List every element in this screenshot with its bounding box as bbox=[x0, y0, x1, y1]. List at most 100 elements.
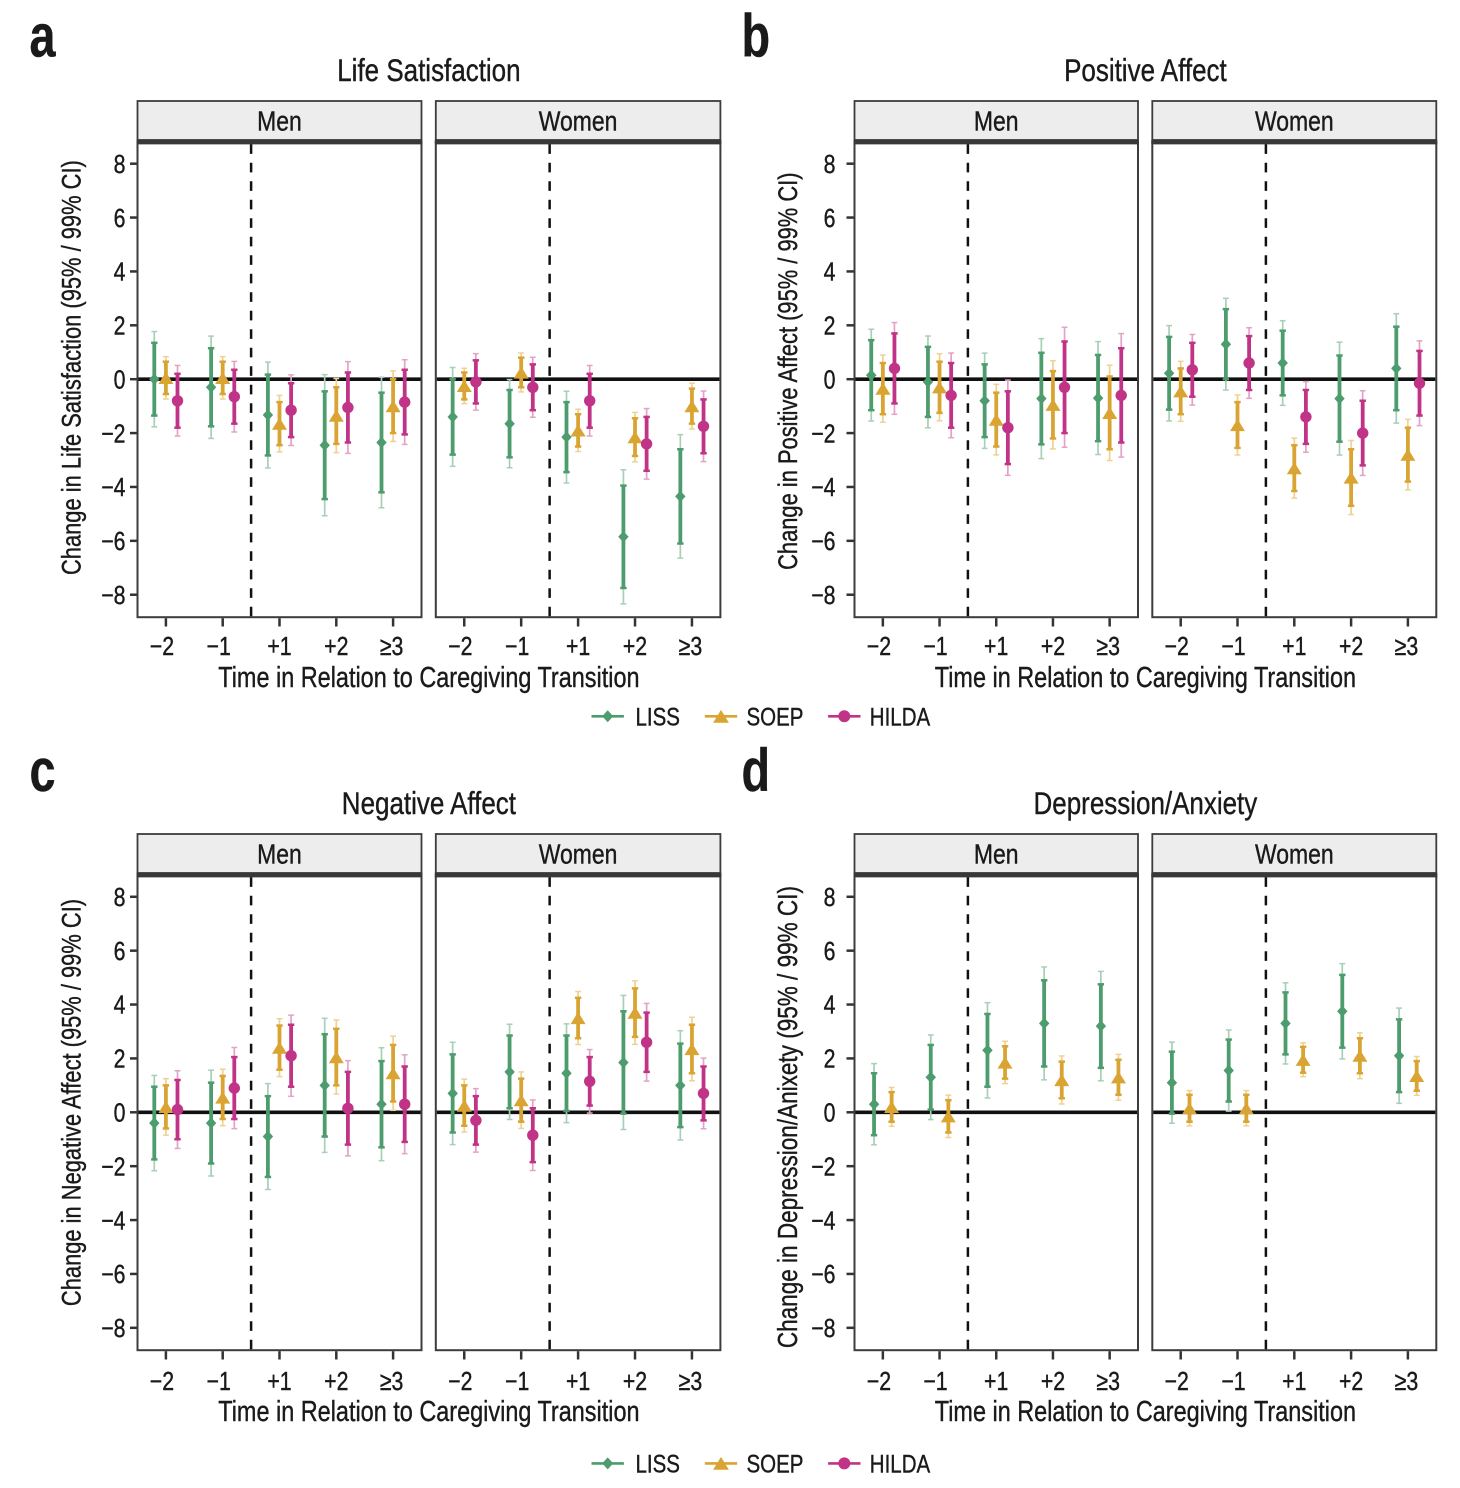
svg-text:2: 2 bbox=[114, 312, 126, 342]
svg-text:+1: +1 bbox=[1282, 632, 1306, 662]
svg-text:HILDA: HILDA bbox=[870, 702, 931, 730]
svg-text:+1: +1 bbox=[566, 632, 590, 662]
svg-text:4: 4 bbox=[114, 258, 126, 288]
svg-text:4: 4 bbox=[824, 258, 836, 288]
svg-text:Time in Relation to Caregiving: Time in Relation to Caregiving Transitio… bbox=[218, 1395, 639, 1428]
svg-text:−1: −1 bbox=[923, 1367, 947, 1397]
svg-text:Negative Affect: Negative Affect bbox=[342, 787, 516, 822]
svg-text:+1: +1 bbox=[984, 1367, 1008, 1397]
svg-text:+2: +2 bbox=[324, 632, 348, 662]
svg-text:+2: +2 bbox=[1041, 632, 1065, 662]
svg-text:≥3: ≥3 bbox=[1395, 632, 1419, 662]
svg-text:Time in Relation to Caregiving: Time in Relation to Caregiving Transitio… bbox=[218, 661, 639, 694]
svg-text:−4: −4 bbox=[811, 473, 835, 503]
svg-text:LISS: LISS bbox=[636, 1449, 680, 1477]
svg-text:4: 4 bbox=[114, 991, 126, 1021]
svg-text:+2: +2 bbox=[623, 1367, 647, 1397]
svg-text:−2: −2 bbox=[448, 632, 472, 662]
svg-text:+1: +1 bbox=[566, 1367, 590, 1397]
svg-text:Change in Negative Affect (95%: Change in Negative Affect (95% / 99% CI) bbox=[57, 899, 87, 1306]
svg-text:HILDA: HILDA bbox=[870, 1449, 931, 1477]
svg-text:2: 2 bbox=[824, 312, 836, 342]
svg-text:Men: Men bbox=[974, 839, 1019, 870]
svg-text:−2: −2 bbox=[101, 1152, 125, 1182]
svg-text:Women: Women bbox=[1255, 106, 1334, 137]
svg-text:−1: −1 bbox=[923, 632, 947, 662]
svg-text:−2: −2 bbox=[811, 1152, 835, 1182]
svg-text:−6: −6 bbox=[101, 527, 125, 557]
svg-text:≥3: ≥3 bbox=[1395, 1367, 1419, 1397]
svg-text:d: d bbox=[742, 737, 771, 804]
svg-text:−2: −2 bbox=[1165, 1367, 1189, 1397]
svg-text:0: 0 bbox=[114, 1099, 126, 1129]
svg-text:+1: +1 bbox=[267, 632, 291, 662]
svg-text:b: b bbox=[742, 3, 771, 70]
svg-text:+2: +2 bbox=[324, 1367, 348, 1397]
svg-text:+1: +1 bbox=[1282, 1367, 1306, 1397]
svg-text:Men: Men bbox=[257, 839, 302, 870]
svg-text:a: a bbox=[30, 3, 57, 70]
svg-text:Women: Women bbox=[539, 106, 618, 137]
svg-text:SOEP: SOEP bbox=[747, 1449, 804, 1477]
svg-text:≥3: ≥3 bbox=[679, 1367, 703, 1397]
svg-text:6: 6 bbox=[114, 204, 126, 234]
svg-text:2: 2 bbox=[114, 1045, 126, 1075]
svg-text:−4: −4 bbox=[101, 473, 125, 503]
svg-text:≥3: ≥3 bbox=[380, 1367, 404, 1397]
svg-text:−1: −1 bbox=[505, 632, 529, 662]
svg-text:8: 8 bbox=[824, 883, 836, 913]
svg-text:+2: +2 bbox=[623, 632, 647, 662]
svg-text:8: 8 bbox=[824, 150, 836, 180]
svg-text:−2: −2 bbox=[448, 1367, 472, 1397]
svg-text:8: 8 bbox=[114, 883, 126, 913]
svg-text:+1: +1 bbox=[984, 632, 1008, 662]
svg-text:6: 6 bbox=[824, 937, 836, 967]
svg-text:Change in Positive Affect (95%: Change in Positive Affect (95% / 99% CI) bbox=[774, 172, 804, 569]
svg-text:6: 6 bbox=[114, 937, 126, 967]
svg-text:+2: +2 bbox=[1041, 1367, 1065, 1397]
svg-text:≥3: ≥3 bbox=[1096, 632, 1120, 662]
svg-text:−2: −2 bbox=[867, 632, 891, 662]
svg-text:−2: −2 bbox=[150, 1367, 174, 1397]
svg-text:4: 4 bbox=[824, 991, 836, 1021]
svg-text:+2: +2 bbox=[1339, 1367, 1363, 1397]
svg-text:+1: +1 bbox=[267, 1367, 291, 1397]
svg-text:Change in Depression/Anixety (: Change in Depression/Anixety (95% / 99% … bbox=[773, 886, 804, 1348]
svg-text:≥3: ≥3 bbox=[1096, 1367, 1120, 1397]
svg-text:Change in Life Satisfaction (9: Change in Life Satisfaction (95% / 99% C… bbox=[57, 160, 87, 575]
svg-text:Men: Men bbox=[974, 106, 1019, 137]
svg-text:Depression/Anxiety: Depression/Anxiety bbox=[1034, 787, 1258, 822]
svg-text:−2: −2 bbox=[811, 419, 835, 449]
svg-text:−2: −2 bbox=[150, 632, 174, 662]
svg-text:8: 8 bbox=[114, 150, 126, 180]
svg-text:Time in Relation to Caregiving: Time in Relation to Caregiving Transitio… bbox=[935, 661, 1356, 694]
svg-text:Women: Women bbox=[1255, 839, 1334, 870]
svg-text:−8: −8 bbox=[811, 1314, 835, 1344]
svg-text:−6: −6 bbox=[811, 527, 835, 557]
svg-text:−2: −2 bbox=[101, 419, 125, 449]
svg-text:2: 2 bbox=[824, 1045, 836, 1075]
svg-text:Positive Affect: Positive Affect bbox=[1064, 54, 1227, 89]
svg-text:Women: Women bbox=[539, 839, 618, 870]
svg-text:−8: −8 bbox=[101, 581, 125, 611]
svg-text:−1: −1 bbox=[505, 1367, 529, 1397]
svg-text:−2: −2 bbox=[867, 1367, 891, 1397]
svg-text:Men: Men bbox=[257, 106, 302, 137]
svg-text:−8: −8 bbox=[101, 1314, 125, 1344]
svg-text:−6: −6 bbox=[101, 1260, 125, 1290]
svg-text:+2: +2 bbox=[1339, 632, 1363, 662]
svg-text:0: 0 bbox=[114, 365, 126, 395]
svg-text:6: 6 bbox=[824, 204, 836, 234]
svg-text:−4: −4 bbox=[101, 1206, 125, 1236]
svg-text:0: 0 bbox=[824, 1099, 836, 1129]
svg-text:−6: −6 bbox=[811, 1260, 835, 1290]
svg-text:c: c bbox=[30, 737, 56, 804]
svg-text:−1: −1 bbox=[1221, 632, 1245, 662]
svg-text:Time in Relation to Caregiving: Time in Relation to Caregiving Transitio… bbox=[935, 1395, 1356, 1428]
svg-text:−2: −2 bbox=[1165, 632, 1189, 662]
svg-text:≥3: ≥3 bbox=[380, 632, 404, 662]
svg-text:−1: −1 bbox=[207, 632, 231, 662]
svg-text:−4: −4 bbox=[811, 1206, 835, 1236]
svg-text:−8: −8 bbox=[811, 581, 835, 611]
svg-text:−1: −1 bbox=[1221, 1367, 1245, 1397]
